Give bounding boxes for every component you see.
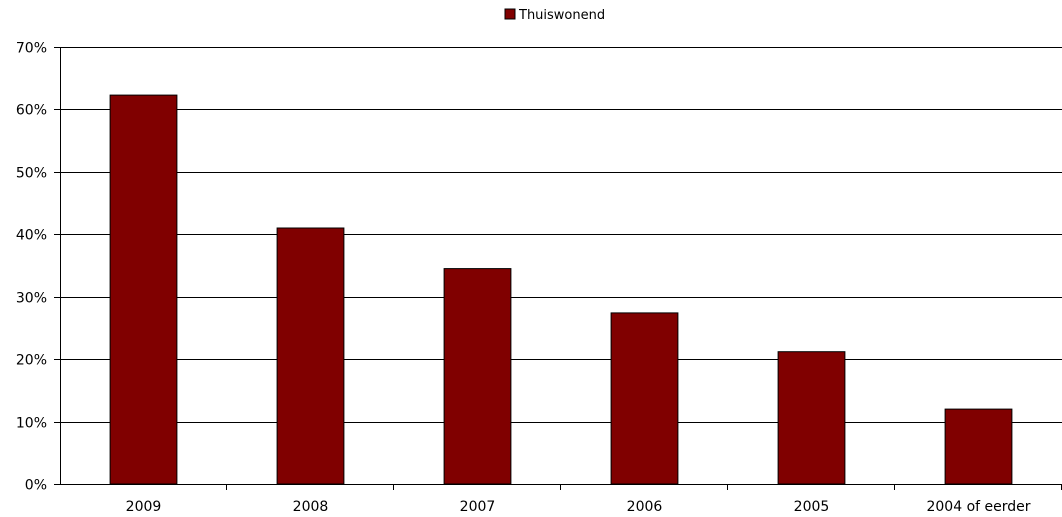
legend-swatch-thuiswonend — [504, 8, 516, 20]
bar-2004-of-eerder — [944, 408, 1013, 485]
y-tick-label-7: 70% — [16, 41, 47, 57]
y-tick-label-0: 0% — [25, 478, 47, 494]
bar-2006 — [610, 312, 679, 485]
y-tick-label-1: 10% — [16, 416, 47, 432]
y-tick-label-5: 50% — [16, 166, 47, 182]
x-tick-label-4: 2005 — [794, 499, 830, 515]
y-tick-label-3: 30% — [16, 291, 47, 307]
legend-label-thuiswonend: Thuiswonend — [518, 8, 605, 23]
legend: Thuiswonend — [504, 8, 605, 23]
x-tick-label-2: 2007 — [460, 499, 496, 515]
bars — [109, 94, 1013, 485]
bar-2007 — [443, 268, 512, 485]
axes — [54, 47, 1062, 490]
x-tick-label-1: 2008 — [293, 499, 329, 515]
gridlines — [60, 47, 1062, 423]
bar-2008 — [276, 227, 345, 485]
x-tick-label-3: 2006 — [627, 499, 663, 515]
y-tick-label-2: 20% — [16, 353, 47, 369]
y-tick-labels: 0% 10% 20% 30% 40% 50% 60% 70% — [16, 41, 47, 494]
x-tick-label-5: 2004 of eerder — [926, 499, 1030, 515]
bar-2005 — [777, 351, 846, 485]
x-tick-label-0: 2009 — [126, 499, 162, 515]
x-tick-labels: 2009 2008 2007 2006 2005 2004 of eerder — [126, 499, 1031, 515]
y-tick-label-4: 40% — [16, 228, 47, 244]
y-tick-label-6: 60% — [16, 103, 47, 119]
bar-2009 — [109, 94, 178, 485]
